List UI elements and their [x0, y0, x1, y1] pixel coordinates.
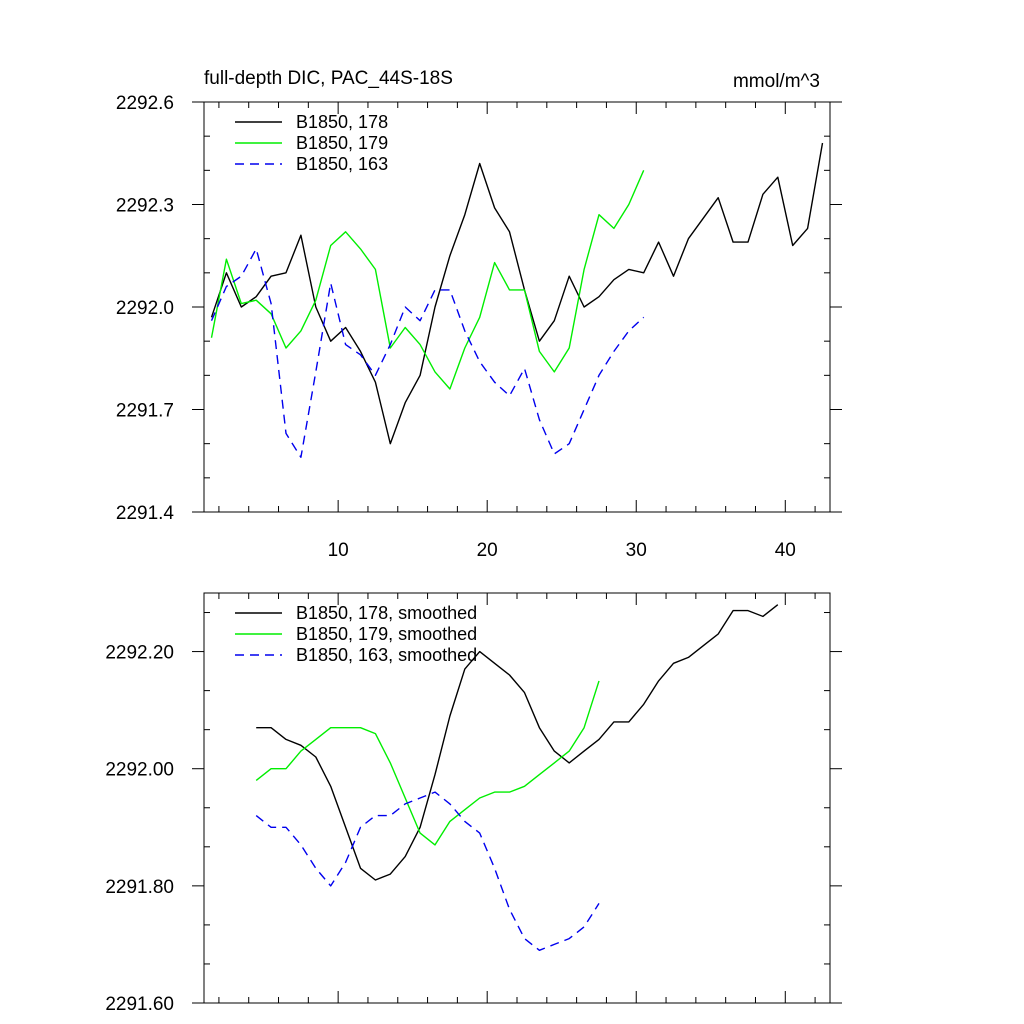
y-tick-label: 2292.3 — [116, 196, 174, 217]
y-tick-label: 2291.80 — [105, 877, 174, 898]
top-panel: full-depth DIC, PAC_44S-18S mmol/m^3 10 2… — [116, 68, 842, 561]
series-line-3 — [255, 791, 600, 951]
series-line-1 — [256, 604, 779, 881]
top-panel-series — [210, 142, 824, 458]
y-tick-label: 2292.00 — [105, 760, 174, 781]
y-tick-label: 2292.6 — [116, 93, 174, 114]
x-tick-label: 30 — [626, 540, 647, 561]
series-line-2 — [210, 170, 645, 390]
legend-label-2: B1850, 179 — [296, 133, 388, 153]
bottom-panel-series — [255, 604, 779, 951]
series-line-3 — [210, 248, 645, 458]
top-panel-ticks: 10 20 30 40 2291.4 2291.7 2292.0 2292.3 2292.6 — [116, 93, 842, 561]
bottom-panel: 2291.60 2291.80 2292.00 2292.20 B1850, 178,… — [105, 592, 842, 1015]
chart-units: mmol/m^3 — [733, 71, 820, 92]
x-tick-label: 10 — [328, 540, 349, 561]
series-line-2 — [255, 680, 600, 846]
y-tick-label: 2292.0 — [116, 298, 174, 319]
y-tick-label: 2291.60 — [105, 994, 174, 1015]
bottom-panel-ticks: 2291.60 2291.80 2292.00 2292.20 — [105, 593, 842, 1015]
legend-label-3: B1850, 163 — [296, 154, 388, 174]
y-tick-label: 2291.4 — [116, 503, 175, 524]
legend-label-3: B1850, 163, smoothed — [296, 645, 477, 665]
bottom-panel-frame — [203, 592, 831, 1004]
x-tick-label: 20 — [477, 540, 498, 561]
legend-label-1: B1850, 178 — [296, 112, 388, 132]
chart-title: full-depth DIC, PAC_44S-18S — [204, 68, 453, 89]
y-tick-label: 2292.20 — [105, 643, 174, 664]
legend-label-1: B1850, 178, smoothed — [296, 603, 477, 623]
series-line-1 — [210, 142, 824, 445]
x-tick-label: 40 — [775, 540, 796, 561]
legend-label-2: B1850, 179, smoothed — [296, 624, 477, 644]
top-panel-frame — [203, 101, 831, 513]
y-tick-label: 2291.7 — [116, 401, 174, 422]
